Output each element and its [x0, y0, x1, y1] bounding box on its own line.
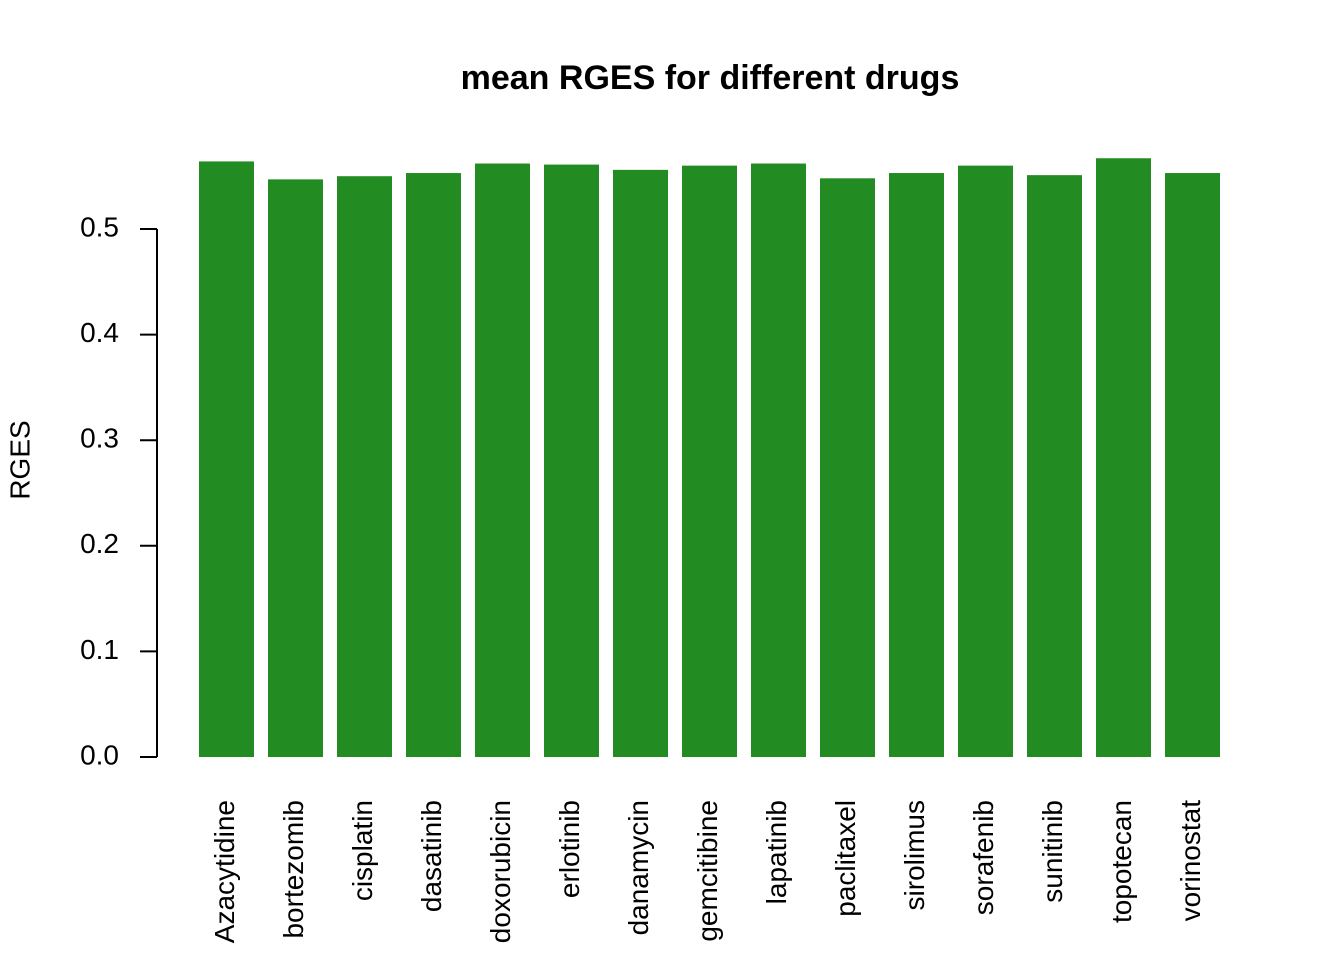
bar	[682, 165, 737, 757]
bar	[751, 163, 806, 757]
x-tick-label: sirolimus	[899, 800, 930, 910]
y-tick-label: 0.1	[80, 634, 119, 665]
y-tick-label: 0.3	[80, 423, 119, 454]
x-tick-label: dasatinib	[416, 800, 447, 912]
x-tick-label: vorinostat	[1175, 800, 1206, 922]
x-tick-label: bortezomib	[278, 800, 309, 939]
x-tick-label: paclitaxel	[830, 800, 861, 917]
y-tick-label: 0.2	[80, 528, 119, 559]
x-tick-label: erlotinib	[554, 800, 585, 898]
chart-title: mean RGES for different drugs	[461, 59, 960, 97]
bar	[889, 173, 944, 758]
bar	[1027, 175, 1082, 758]
bar	[613, 169, 668, 757]
x-tick-label: doxorubicin	[485, 800, 516, 943]
y-tick-label: 0.4	[80, 317, 119, 348]
x-tick-label: sorafenib	[968, 800, 999, 915]
bar	[1165, 173, 1220, 758]
x-tick-label: gemcitibine	[692, 800, 723, 942]
x-tick-label: topotecan	[1106, 800, 1137, 923]
bar	[544, 164, 599, 758]
y-tick-label: 0.0	[80, 739, 119, 770]
bar	[820, 178, 875, 757]
bar	[268, 179, 323, 758]
bar	[406, 173, 461, 758]
y-tick-label: 0.5	[80, 211, 119, 242]
bar	[1096, 158, 1151, 758]
y-axis-label: RGES	[4, 420, 35, 499]
x-tick-label: Azacytidine	[209, 800, 240, 943]
bar	[337, 176, 392, 757]
bar	[958, 165, 1013, 757]
x-tick-label: lapatinib	[761, 800, 792, 904]
bar	[475, 163, 530, 757]
x-tick-label: cisplatin	[347, 800, 378, 901]
x-tick-label: sunitinib	[1037, 800, 1068, 903]
x-tick-label: danamycin	[623, 800, 654, 935]
bar	[199, 161, 254, 757]
